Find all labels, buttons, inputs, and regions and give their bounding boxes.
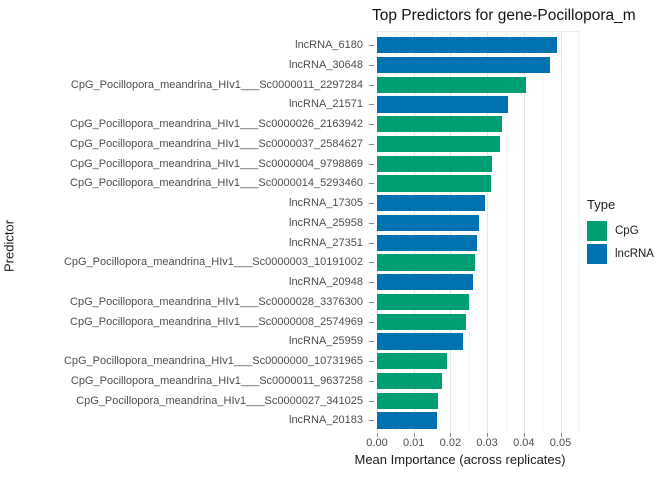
y-axis-tick	[369, 64, 374, 66]
y-axis-tick	[369, 321, 374, 323]
y-axis-label: CpG_Pocillopora_meandrina_HIv1___Sc00000…	[70, 137, 363, 150]
y-axis-tick	[369, 301, 374, 303]
gridline	[395, 31, 397, 433]
x-axis-tick-label: 0.05	[549, 437, 572, 449]
bar	[377, 254, 475, 271]
bar	[377, 175, 491, 192]
y-axis-label: CpG_Pocillopora_meandrina_HIv1___Sc00000…	[76, 394, 363, 407]
gridline	[542, 31, 544, 433]
y-axis-label: CpG_Pocillopora_meandrina_HIv1___Sc00000…	[63, 256, 363, 269]
y-axis-tick	[369, 282, 374, 284]
y-axis-tick	[369, 361, 374, 363]
y-axis-label: lncRNA_30648	[289, 58, 363, 71]
bar	[377, 135, 501, 153]
bar	[377, 313, 467, 330]
bar	[377, 195, 485, 212]
y-axis-tick	[369, 84, 374, 86]
y-axis-tick	[369, 262, 374, 264]
y-axis-label: lncRNA_20183	[289, 414, 363, 427]
gridline	[505, 31, 507, 433]
bar	[377, 96, 508, 113]
x-axis-tick-label: 0.04	[513, 437, 535, 449]
y-axis-tick	[369, 380, 374, 382]
x-axis-tick-label: 0.01	[402, 437, 425, 449]
bar	[377, 37, 557, 54]
bar	[377, 214, 479, 232]
gridline	[523, 31, 525, 433]
x-axis-tick-label: 0.02	[439, 437, 462, 449]
legend: Type CpG lncRNA	[587, 197, 654, 267]
y-axis-tick	[369, 45, 374, 47]
gridline	[560, 31, 562, 433]
x-axis-title: Mean Importance (across replicates)	[354, 452, 566, 467]
bar	[377, 372, 443, 390]
x-axis-tick-label: 0.03	[476, 437, 498, 449]
y-axis-label: lncRNA_17305	[289, 197, 363, 210]
gridline	[432, 31, 434, 433]
y-axis-label: lncRNA_20948	[289, 276, 363, 289]
x-axis-tick	[377, 433, 378, 437]
y-axis-tick	[369, 222, 374, 224]
gridline	[578, 31, 580, 433]
legend-title: Type	[587, 197, 616, 212]
y-axis-tick	[369, 341, 374, 343]
bar	[377, 76, 527, 93]
y-axis-label: CpG_Pocillopora_meandrina_HIv1___Sc00000…	[70, 374, 363, 387]
bar	[377, 56, 550, 74]
y-axis-label: CpG_Pocillopora_meandrina_HIv1___Sc00000…	[63, 355, 363, 368]
y-axis-tick	[369, 163, 374, 165]
bar	[377, 234, 477, 251]
y-axis-tick	[369, 400, 374, 402]
x-axis-tick	[560, 433, 562, 437]
x-axis-tick	[450, 433, 452, 437]
legend-entry-cpg: CpG	[587, 221, 654, 241]
y-axis-label: lncRNA_25958	[289, 216, 363, 229]
y-axis-label: CpG_Pocillopora_meandrina_HIv1___Sc00000…	[70, 315, 363, 328]
bar	[377, 353, 448, 370]
bar	[377, 116, 502, 133]
y-axis-label: CpG_Pocillopora_meandrina_HIv1___Sc00000…	[70, 177, 363, 190]
bar	[377, 412, 437, 429]
x-axis-tick	[413, 433, 415, 437]
legend-swatch-lncrna	[587, 244, 607, 264]
y-axis-label: CpG_Pocillopora_meandrina_HIv1___Sc00000…	[70, 78, 363, 91]
y-axis-tick	[369, 203, 374, 205]
y-axis-label: lncRNA_27351	[289, 236, 363, 249]
gridline	[487, 31, 489, 433]
legend-label-cpg: CpG	[615, 225, 639, 237]
y-axis-tick	[369, 242, 374, 244]
legend-swatch-cpg	[587, 221, 607, 241]
legend-entry-lncrna: lncRNA	[587, 244, 654, 264]
y-axis-tick	[369, 420, 374, 422]
bar	[377, 155, 492, 172]
y-axis-label: CpG_Pocillopora_meandrina_HIv1___Sc00000…	[70, 157, 363, 170]
bar	[377, 392, 438, 409]
y-axis-tick	[369, 183, 374, 185]
legend-label-lncrna: lncRNA	[615, 248, 654, 260]
chart-title: Top Predictors for gene-Pocillopora_m	[372, 7, 636, 24]
gridline	[413, 31, 415, 433]
y-axis-label: lncRNA_21571	[289, 98, 363, 111]
y-axis-label: lncRNA_6180	[295, 39, 363, 52]
bar	[377, 333, 463, 350]
gridline	[468, 31, 470, 433]
gridline	[450, 31, 452, 433]
y-axis-label: CpG_Pocillopora_meandrina_HIv1___Sc00000…	[70, 118, 363, 131]
y-axis-label: lncRNA_25959	[289, 335, 363, 348]
bar	[377, 293, 470, 311]
x-axis-tick	[523, 433, 525, 437]
x-axis-tick	[487, 433, 489, 437]
y-axis-tick	[369, 124, 374, 126]
y-axis-tick	[369, 143, 374, 145]
y-axis-label: CpG_Pocillopora_meandrina_HIv1___Sc00000…	[70, 295, 363, 308]
panel-top-gridline	[375, 31, 579, 32]
bar	[377, 274, 474, 291]
y-axis-tick	[369, 104, 374, 106]
x-axis-tick-label: 0.00	[366, 437, 388, 449]
gridline	[377, 31, 378, 433]
